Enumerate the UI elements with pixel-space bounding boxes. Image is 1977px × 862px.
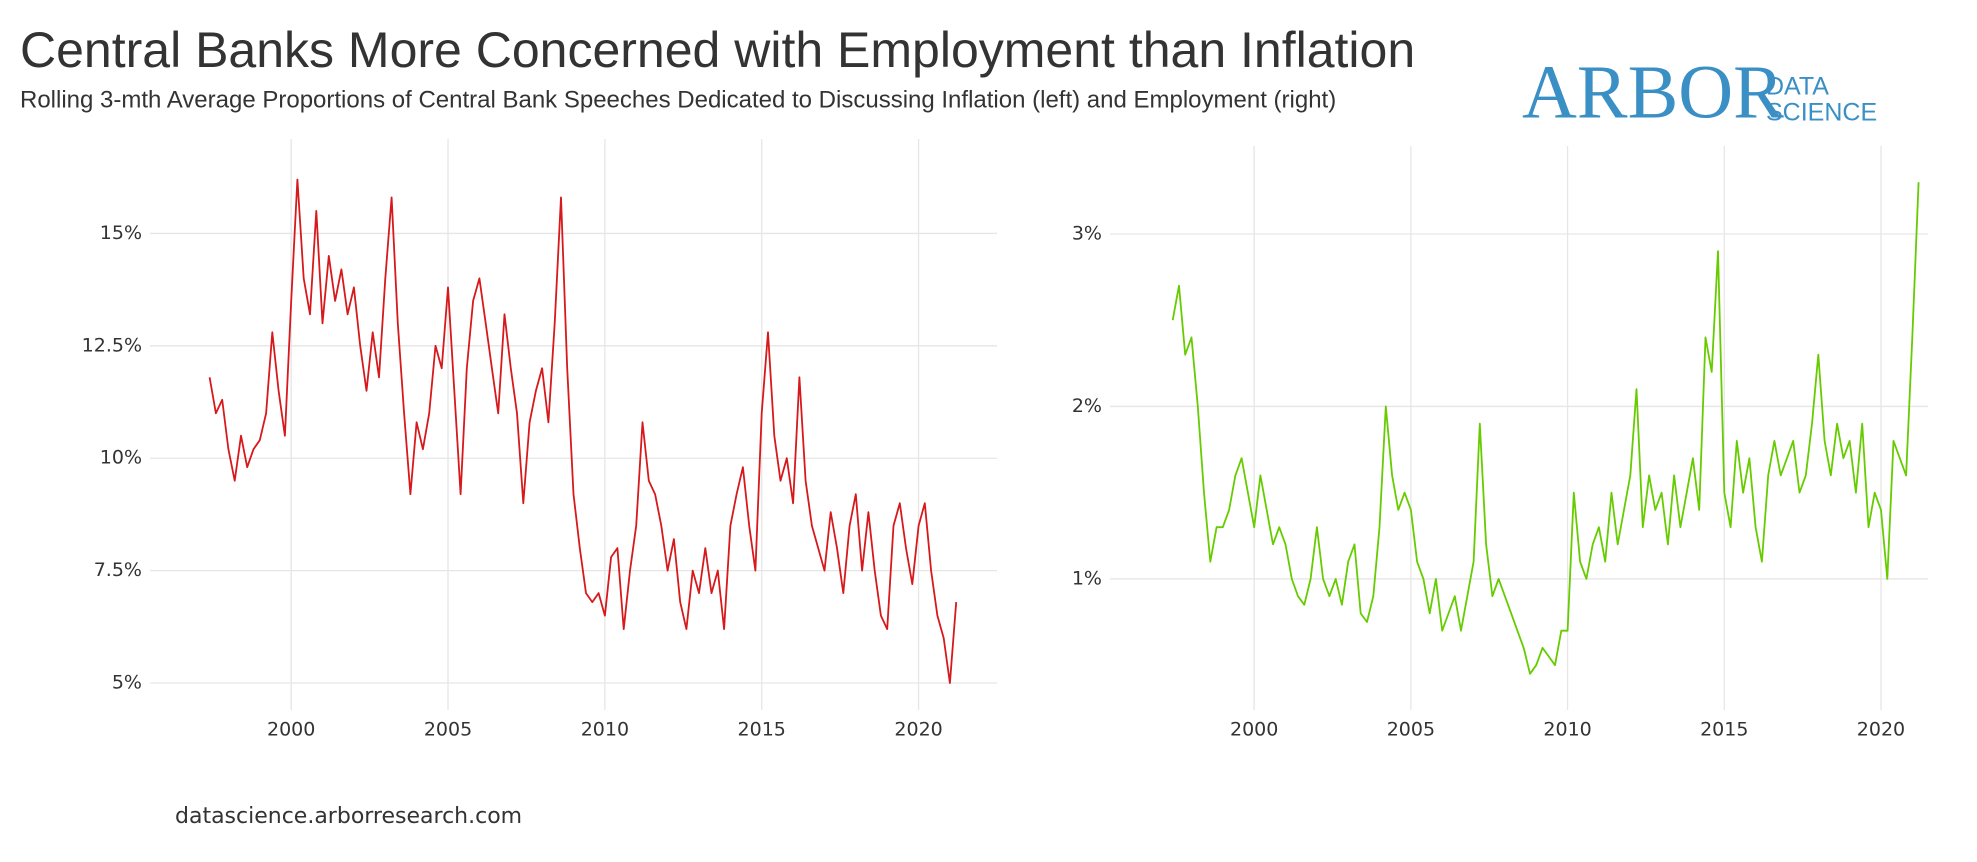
y-tick-label: 10% bbox=[100, 447, 142, 469]
x-tick-label: 2015 bbox=[738, 719, 786, 741]
data-line bbox=[1171, 182, 1920, 675]
data-line bbox=[208, 178, 958, 684]
y-tick-label: 12.5% bbox=[82, 334, 142, 356]
x-tick-label: 2005 bbox=[424, 719, 472, 741]
y-tick-label: 3% bbox=[1072, 222, 1102, 244]
logo-line1: DATA bbox=[1766, 73, 1829, 101]
y-tick-label: 15% bbox=[100, 222, 142, 244]
y-tick-label: 1% bbox=[1072, 567, 1102, 589]
x-tick-label: 2010 bbox=[581, 719, 629, 741]
x-tick-label: 2015 bbox=[1700, 719, 1748, 741]
subtitle: Rolling 3-mth Average Proportions of Cen… bbox=[20, 86, 1336, 113]
x-tick-label: 2020 bbox=[894, 719, 942, 741]
y-tick-label: 7.5% bbox=[94, 559, 142, 581]
x-tick-label: 2005 bbox=[1387, 719, 1435, 741]
footer: datascience.arborresearch.com bbox=[175, 804, 522, 829]
x-tick-label: 2000 bbox=[1230, 719, 1278, 741]
y-tick-label: 5% bbox=[112, 672, 142, 694]
logo-main: ARBOR bbox=[1522, 50, 1784, 134]
x-tick-label: 2000 bbox=[267, 719, 315, 741]
title: Central Banks More Concerned with Employ… bbox=[20, 22, 1415, 78]
logo-line2: SCIENCE bbox=[1766, 99, 1877, 127]
y-tick-label: 2% bbox=[1072, 395, 1102, 417]
x-tick-label: 2020 bbox=[1857, 719, 1905, 741]
x-tick-label: 2010 bbox=[1543, 719, 1591, 741]
